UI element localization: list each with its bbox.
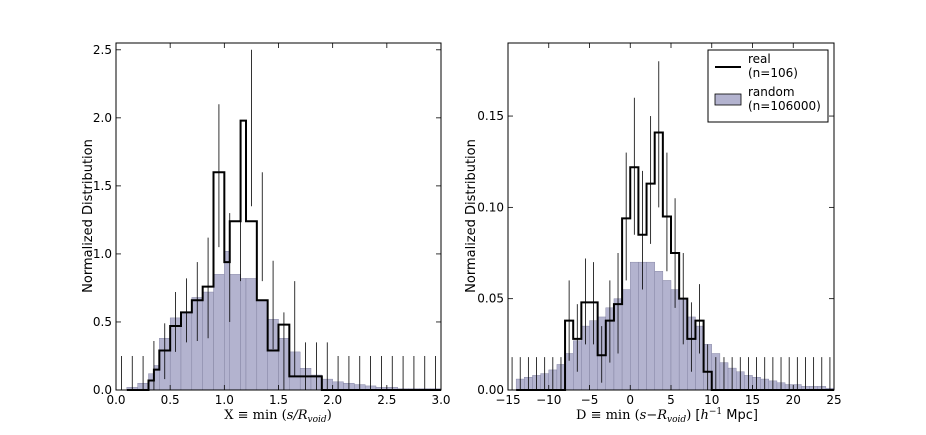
right-random-bar [630, 261, 639, 391]
left-random-bar [256, 299, 268, 391]
left-y-tick-label: 1.5 [93, 179, 112, 193]
legend-random-patch [714, 93, 742, 106]
right-x-axis-label: D ≡ min (s−Rvoid) [h−1 Mpc] [576, 407, 758, 425]
left-x-tick-label: 0.0 [106, 393, 125, 407]
right-y-tick-label: 0.00 [477, 383, 504, 397]
left-y-tick-label: 2.5 [93, 43, 112, 57]
left-panel: 0.0 0.5 1.0 1.5 2.0 2.5 3.00.00.51.01.52.02.5 … [81, 42, 451, 425]
legend-real-label: real [748, 52, 771, 66]
left-random-bar [229, 274, 241, 391]
left-random-bar [245, 278, 258, 391]
left-y-tick-label: 0.0 [93, 383, 112, 397]
right-x-tick-label: 25 [826, 393, 841, 407]
right-x-tick-label: 0 [626, 393, 634, 407]
left-ticks: 0.0 0.5 1.0 1.5 2.0 2.5 3.0 0.0 0.5 1.0 1.5 2.0 2.5 [93, 43, 451, 407]
legend-box [707, 49, 829, 123]
left-x-tick-label: 1.5 [269, 393, 288, 407]
left-plot-marks [121, 49, 442, 391]
right-y-tick-label: 0.10 [477, 200, 504, 214]
left-y-axis-label: Normalized Distribution [81, 139, 96, 293]
left-x-tick-label: 2.0 [323, 393, 342, 407]
left-random-bar [224, 250, 230, 391]
right-random-bar [662, 280, 672, 391]
right-x-tick-label: 15 [745, 393, 760, 407]
left-random-bar [213, 274, 225, 391]
right-ticks: −15 −10 −5 0 5 10 15 20 25 0.00 0.05 0.10 0.15 [477, 43, 842, 407]
left-y-tick-label: 1.0 [93, 247, 112, 261]
left-x-axis-label: X ≡ min (s/Rvoid) [224, 408, 332, 425]
right-random-bar [654, 271, 664, 391]
right-y-axis-label: Normalized Distribution [464, 139, 479, 293]
right-random-bar [621, 289, 631, 391]
right-x-tick-label: −15 [495, 393, 520, 407]
right-random-bar [646, 261, 655, 391]
legend-real-count: (n=106) [748, 66, 798, 80]
right-x-tick-label: 5 [667, 393, 675, 407]
right-x-tick-label: −10 [536, 393, 561, 407]
right-x-tick-label: −5 [581, 393, 599, 407]
right-x-tick-label: 20 [786, 393, 801, 407]
legend: real (n=106) random (n=106000) [707, 49, 829, 123]
left-random-bar [240, 278, 247, 391]
left-x-tick-label: 0.5 [161, 393, 180, 407]
left-x-tick-label: 2.5 [377, 393, 396, 407]
right-y-tick-label: 0.05 [477, 292, 504, 306]
left-y-tick-label: 2.0 [93, 111, 112, 125]
legend-random-label: random [748, 85, 795, 99]
left-y-tick-label: 0.5 [93, 315, 112, 329]
right-panel: −15 −10 −5 0 5 10 15 20 25 0.00 0.05 0.10 0.15 Norma… [464, 42, 842, 425]
legend-random-count: (n=106000) [748, 99, 821, 113]
left-x-tick-label: 3.0 [431, 393, 450, 407]
right-y-tick-label: 0.15 [477, 109, 504, 123]
left-x-tick-label: 1.0 [215, 393, 234, 407]
right-x-tick-label: 10 [704, 393, 719, 407]
